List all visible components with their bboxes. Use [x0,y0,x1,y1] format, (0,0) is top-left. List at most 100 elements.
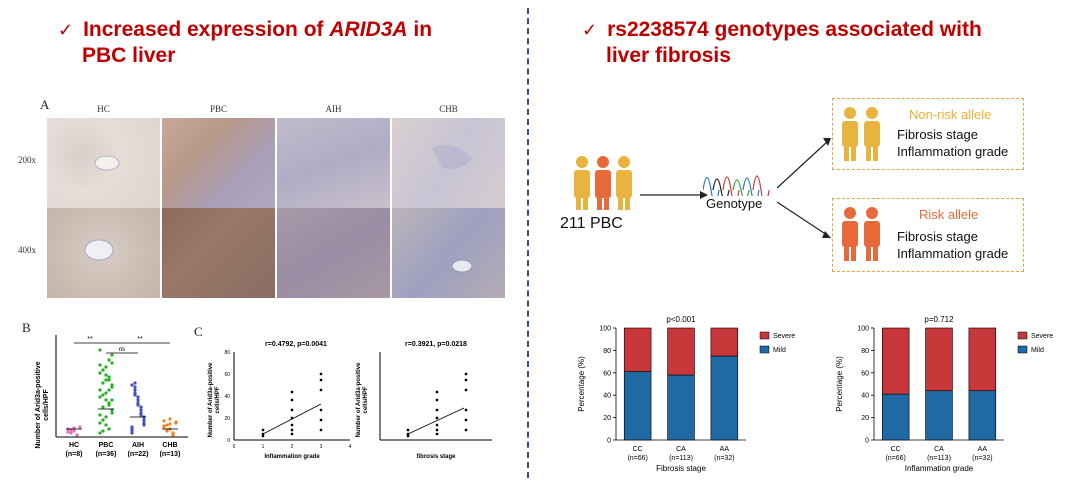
scatter-point [290,432,294,436]
dotplot-point [110,411,114,415]
dotplot-point [110,398,114,402]
dotplot-point [104,391,108,395]
panel-c-right-xlabel: fibrosis stage [416,454,456,460]
chart-legend-label: Severe [1031,333,1053,340]
right-heading-line1: rs2238574 genotypes associated with [607,18,982,41]
chart-bar-mild [925,390,953,441]
micrograph-aih-400x [277,208,390,298]
dotplot-point [139,411,143,415]
dotplot-point [133,385,137,389]
panel-b-group-hc-n: (n=8) [66,451,83,458]
scatter-point [435,428,439,432]
dotplot-point [165,423,169,427]
panel-b-group-chb: CHB [162,442,177,449]
panel-b-ylabel-1: Number of Arid3a-positive [35,361,42,448]
nonrisk-title: Non-risk allele [909,107,992,122]
dotplot-point [139,408,143,412]
left-heading: ✓ Increased expression of ARID3A in [58,18,432,42]
dotplot-point [162,419,166,423]
dotplot-point [133,381,137,385]
panel-c-left-ylabel-2: cells/HPF [215,386,221,413]
fibrosis-stage-stacked-bar-chart: p<0.001 0 20 40 60 80 100 Percentage (%) CC (n=66… [577,315,795,473]
nonrisk-line1: Fibrosis stage [897,127,978,142]
people-group-icon [574,156,632,210]
nonrisk-line2: Inflammation grade [897,144,1009,159]
dotplot-point [104,373,108,377]
chart-y-tick-label: 40 [861,393,869,400]
panel-c-left-ylabel-1: Number of Arid3a-positive [208,362,214,437]
chart-category-label: CC [633,446,643,453]
check-icon: ✓ [58,20,74,40]
panel-c-right-ylabel-2: cells/HPF [363,386,369,413]
panel-b-group-pbc-n: (n=36) [96,451,117,458]
branch-arrows-icon [776,138,831,238]
chart-x-label: Inflammation grade [905,464,974,473]
dotplot-point [110,353,114,357]
genotype-label: Genotype [706,196,763,211]
panel-b-dotplot: Number of Arid3a-positive cells/HPF ** n… [35,335,188,458]
chart-y-tick-label: 100 [857,326,869,333]
center-divider [527,8,529,478]
dotplot-point [168,422,172,426]
dotplot-point [162,424,166,428]
dotplot-point [168,417,172,421]
scatter-point [435,390,439,394]
panel-c-letter: C [194,324,203,339]
chart-bar-severe [710,327,739,357]
chart-legend-label: Mild [1031,347,1044,354]
panel-c-left-xtick-2: 2 [291,444,294,450]
scatter-point [406,434,410,438]
chart-category-label: CA [934,446,944,453]
scatter-point [290,398,294,402]
panel-c-left-title: r=0.4792, p=0.0041 [265,341,327,348]
dotplot-point [69,431,73,435]
dotplot-point [98,388,102,392]
scatter-point [464,378,468,382]
dotplot-point [98,413,102,417]
dotplot-point [98,371,102,375]
panel-b-group-pbc: PBC [99,442,114,449]
panel-c-left-xlabel: Inflammation grade [264,454,320,460]
chart-legend-swatch [759,331,770,340]
dotplot-point [101,381,105,385]
chart-legend-swatch [1017,331,1028,340]
chart-bar-mild [623,371,652,441]
panel-c-left-ytick-0: 0 [227,438,230,444]
scatter-point [435,432,439,436]
scatter-point [290,416,294,420]
panel-b-group-aih-n: (n=22) [128,451,149,458]
panel-c-left-ytick-40: 40 [224,394,230,400]
scatter-point [319,428,323,432]
dotplot-point [98,395,102,399]
chart-bar-severe [623,327,652,372]
scatter-point [406,432,410,436]
panel-a-col-chb: CHB [439,104,458,114]
panel-b-letter: B [22,320,31,335]
check-icon-right: ✓ [582,20,598,40]
scatter-point [435,416,439,420]
dotplot-point [133,388,137,392]
panel-c-left-ytick-80: 80 [224,350,230,356]
panel-b-sig-3: ** [137,336,143,343]
chart-title: p=0.712 [924,315,954,324]
chart-bar-severe [925,327,953,392]
chart-category-n: (n=113) [927,455,951,462]
risk-allele-box: Risk allele Fibrosis stage Inflammation … [832,198,1024,272]
scatter-point [435,398,439,402]
risk-title: Risk allele [919,207,979,222]
dotplot-point [98,421,102,425]
dotplot-point [107,388,111,392]
chart-legend-swatch [759,345,770,354]
left-heading-gene: ARID3A [329,18,408,41]
left-heading-line2: PBC liver [82,44,176,67]
chart-legend-label: Mild [773,347,786,354]
dotplot-point [104,365,108,369]
scatter-point [261,428,265,432]
panel-c-left-xtick-1: 1 [262,444,265,450]
chart-y-tick-label: 0 [865,438,869,445]
scatter-point [464,372,468,376]
dotplot-point [101,368,105,372]
dotplot-point [78,425,82,429]
panel-a-letter: A [40,97,50,112]
scatter-point [319,372,323,376]
